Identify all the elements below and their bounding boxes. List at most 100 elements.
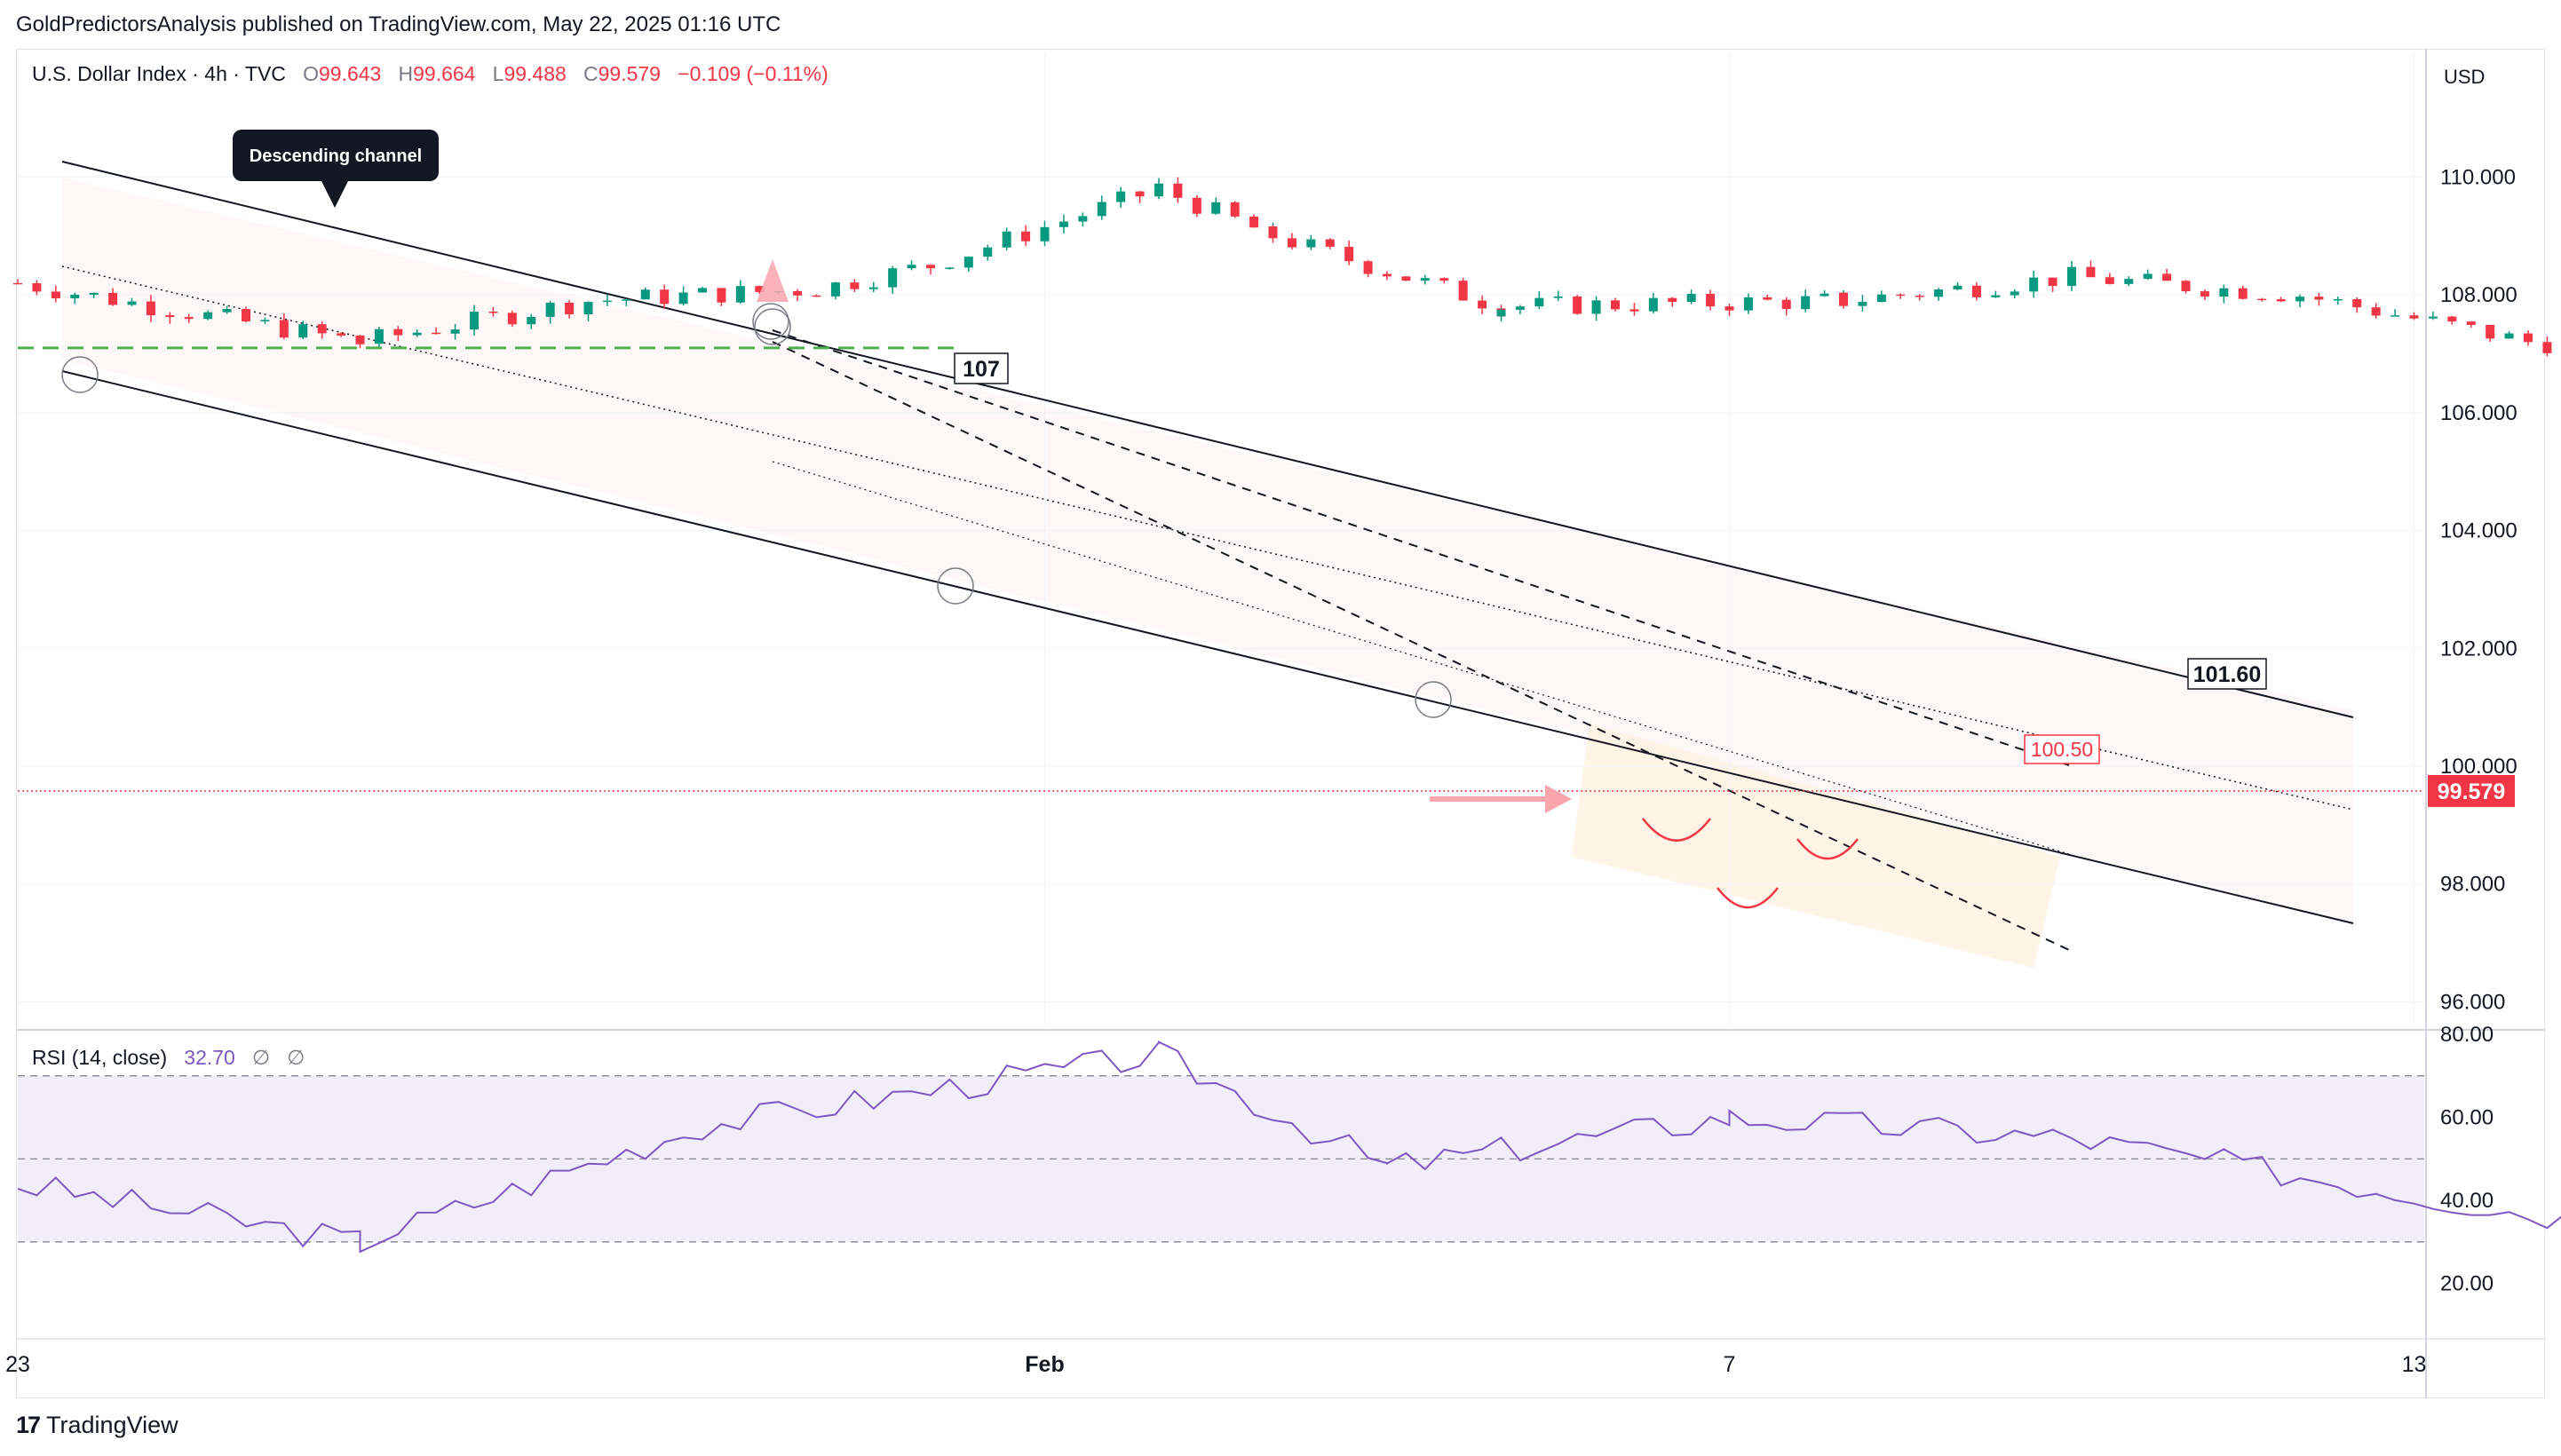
candle-body bbox=[1706, 293, 1716, 307]
candle-body bbox=[317, 324, 327, 334]
callout-box bbox=[233, 130, 439, 181]
candle-body bbox=[2409, 315, 2419, 319]
candle-body bbox=[2447, 316, 2457, 322]
change-value: −0.109 (−0.11%) bbox=[678, 62, 829, 85]
price-tick-label: 96.000 bbox=[2440, 990, 2505, 1014]
price-tick-label: 104.000 bbox=[2440, 519, 2517, 543]
candle-body bbox=[1097, 202, 1106, 217]
price-tick-label: 98.000 bbox=[2440, 873, 2505, 897]
candle-body bbox=[1287, 238, 1296, 248]
candle-body bbox=[660, 289, 670, 305]
channel-lines bbox=[18, 161, 2424, 951]
candle-body bbox=[1991, 295, 2001, 297]
candle-body bbox=[2200, 291, 2209, 297]
touch-point-circle-icon bbox=[1415, 681, 1452, 718]
time-tick-label: 7 bbox=[1724, 1352, 1736, 1377]
candle-body bbox=[1344, 246, 1354, 262]
close-label: C bbox=[583, 62, 599, 85]
candle-body bbox=[963, 257, 973, 268]
candle-body bbox=[1820, 293, 1829, 297]
rsi-line bbox=[17, 1041, 2561, 1254]
channel-lower-line bbox=[61, 370, 2354, 924]
label-107-box bbox=[954, 352, 1009, 384]
candle-body bbox=[735, 286, 745, 303]
candle-body bbox=[1439, 278, 1449, 281]
candle-body bbox=[127, 301, 137, 305]
candle-body bbox=[622, 299, 631, 301]
symbol-legend: U.S. Dollar Index · 4h · TVC O99.643 H99… bbox=[32, 62, 829, 86]
candle-body bbox=[1420, 278, 1430, 281]
candle-body bbox=[2257, 298, 2267, 301]
candle-body bbox=[1058, 221, 1068, 227]
candle-body bbox=[812, 295, 821, 297]
candle-body bbox=[1363, 261, 1373, 274]
candle-body bbox=[260, 320, 270, 321]
candle-body bbox=[374, 328, 384, 344]
price-tick-label: 108.000 bbox=[2440, 283, 2517, 307]
price-axis: 110.000 108.000 106.000 104.000 102.000 100.0… bbox=[2440, 165, 2517, 1295]
candle-body bbox=[830, 282, 840, 297]
candle-body bbox=[1611, 300, 1620, 310]
candle-body bbox=[2219, 288, 2229, 297]
candle-body bbox=[51, 291, 60, 298]
candle-body bbox=[1154, 187, 1163, 197]
touch-point-circle-icon bbox=[752, 303, 789, 340]
candle-body bbox=[1839, 292, 1848, 306]
high-label: H bbox=[398, 62, 414, 85]
down-arrow-icon bbox=[757, 259, 789, 302]
callout-pointer-icon bbox=[321, 181, 348, 208]
candle-body bbox=[32, 283, 42, 292]
candle-body bbox=[1192, 197, 1201, 214]
candle-body bbox=[1078, 216, 1088, 222]
time-tick-label: 13 bbox=[2402, 1352, 2427, 1377]
candle-body bbox=[850, 282, 860, 289]
candle-body bbox=[108, 292, 118, 305]
candle-body bbox=[2086, 266, 2096, 278]
candle-body bbox=[1154, 183, 1163, 188]
rsi-extra-2: ∅ bbox=[287, 1046, 305, 1069]
open-label: O bbox=[303, 62, 319, 85]
candle-body bbox=[945, 267, 955, 269]
candle-body bbox=[1934, 289, 1944, 297]
candle-body bbox=[222, 309, 232, 313]
pattern-arc bbox=[1796, 838, 1859, 860]
candle-body bbox=[2010, 291, 2019, 296]
candle-body bbox=[1230, 202, 1240, 217]
label-107-text: 107 bbox=[963, 357, 1000, 382]
candle-body bbox=[1743, 297, 1753, 311]
candle-body bbox=[926, 265, 935, 269]
candle-body bbox=[2124, 279, 2134, 284]
time-axis: 23Feb7131925Mar7131925Apr7111724May71319… bbox=[5, 1352, 2427, 1377]
candle-body bbox=[146, 301, 155, 316]
candle-body bbox=[470, 312, 479, 330]
high-value: 99.664 bbox=[413, 62, 476, 85]
candle-body bbox=[755, 286, 765, 292]
tradingview-logo-icon: 17 bbox=[16, 1412, 41, 1438]
candle-body bbox=[1211, 202, 1221, 214]
candle-body bbox=[2276, 299, 2286, 302]
candle-body bbox=[1268, 226, 1278, 239]
low-label: L bbox=[492, 62, 504, 85]
tradingview-footer[interactable]: 17 TradingView bbox=[16, 1412, 178, 1439]
rsi-legend: RSI (14, close) 32.70 ∅ ∅ bbox=[32, 1046, 305, 1070]
label-101-60-box bbox=[2187, 658, 2267, 690]
candle-body bbox=[1915, 295, 1924, 297]
candle-body bbox=[488, 312, 498, 313]
candle-body bbox=[1135, 191, 1145, 197]
candle-body bbox=[1401, 276, 1411, 281]
candle-body bbox=[450, 329, 460, 334]
price-tick-label: 110.000 bbox=[2440, 165, 2516, 189]
candle-body bbox=[565, 302, 575, 315]
candle-body bbox=[507, 313, 517, 325]
candle-body bbox=[2162, 273, 2172, 281]
candle-body bbox=[1002, 231, 1011, 248]
pattern-arc bbox=[1642, 818, 1711, 842]
candle-body bbox=[2486, 324, 2495, 339]
rsi-tick-label: 40.00 bbox=[2440, 1189, 2494, 1213]
currency-label[interactable]: USD bbox=[2444, 66, 2486, 88]
candle-body bbox=[1249, 216, 1259, 228]
candle-body bbox=[1896, 294, 1906, 297]
open-value: 99.643 bbox=[318, 62, 382, 85]
candle-body bbox=[337, 333, 346, 336]
